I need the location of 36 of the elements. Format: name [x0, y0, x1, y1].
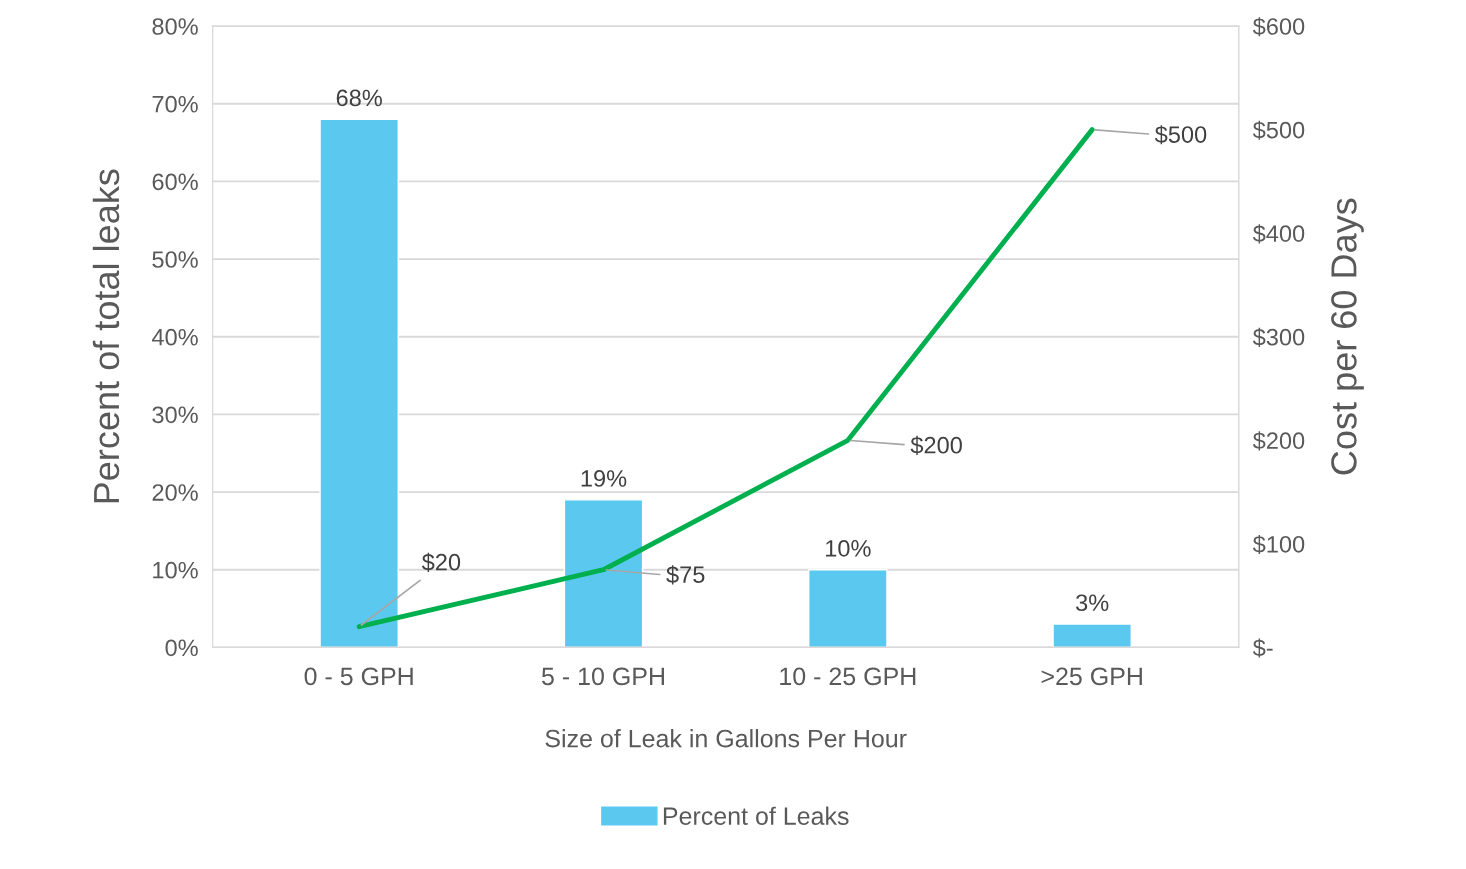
- y-tick-label: 80%: [152, 18, 198, 35]
- y2-tick-label: $200: [1252, 431, 1305, 451]
- y-tick-label: 0%: [165, 639, 198, 657]
- y2-axis-title: Cost per 60 Days: [1331, 198, 1364, 475]
- bar: [808, 569, 888, 648]
- data-label: 10%: [826, 540, 871, 557]
- y2-tick-label: $500: [1252, 120, 1305, 140]
- data-label: 19%: [581, 470, 627, 487]
- data-label: $75: [666, 565, 705, 585]
- x-tick-label: >25 GPH: [1041, 667, 1142, 686]
- data-label: 68%: [336, 89, 382, 107]
- y-tick-label: 70%: [152, 95, 198, 113]
- y-tick-label: 10%: [153, 561, 198, 579]
- data-label: 3%: [1076, 594, 1109, 612]
- bar: [563, 499, 644, 648]
- y2-tick-label: $300: [1252, 327, 1305, 347]
- data-label: $500: [1154, 125, 1207, 145]
- y-axis-title: Percent of total leaks: [92, 169, 120, 503]
- y-tick-label: 60%: [152, 173, 198, 191]
- y2-tick-label: $100: [1252, 534, 1305, 555]
- bar: [319, 118, 399, 648]
- y-tick-label: 30%: [152, 406, 198, 424]
- x-tick-label: 10 - 25 GPH: [780, 667, 916, 686]
- x-axis-title: Size of Leak in Gallons Per Hour: [545, 729, 907, 748]
- legend-label: Percent of Leaks: [663, 806, 849, 825]
- y-tick-label: 50%: [152, 251, 198, 268]
- x-tick-label: 5 - 10 GPH: [541, 667, 664, 686]
- bar: [1052, 623, 1132, 648]
- y2-tick-label: $-: [1252, 638, 1273, 658]
- x-tick-label: 0 - 5 GPH: [304, 667, 413, 686]
- y2-tick-label: $400: [1252, 224, 1305, 244]
- data-label: $200: [910, 435, 962, 455]
- y-tick-label: 20%: [152, 484, 198, 501]
- y2-tick-label: $600: [1252, 17, 1305, 37]
- y-tick-label: 40%: [151, 328, 198, 346]
- data-label: $20: [421, 552, 461, 572]
